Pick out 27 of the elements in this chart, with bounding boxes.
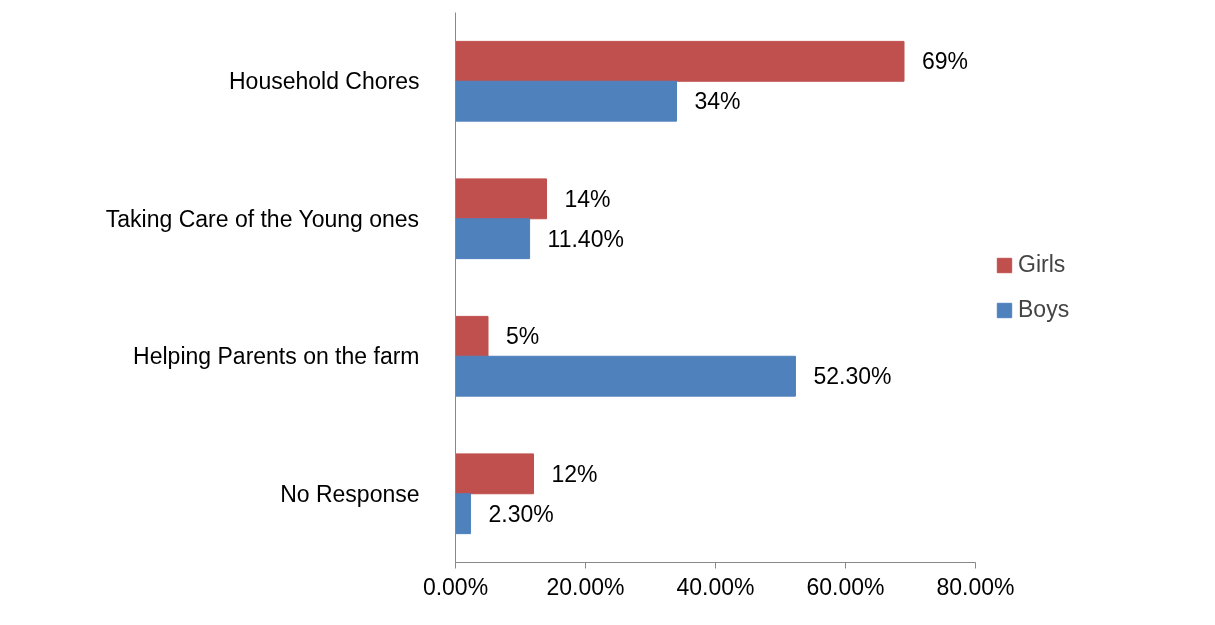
data-label: 2.30% xyxy=(488,500,554,527)
x-tick-label: 40.00% xyxy=(676,573,755,600)
data-label: 52.30% xyxy=(813,363,892,390)
y-tick-label: Helping Parents on the farm xyxy=(133,343,420,370)
y-tick-label: Taking Care of the Young ones xyxy=(105,205,420,232)
data-label: 34% xyxy=(694,88,741,115)
data-label: 5% xyxy=(506,323,540,350)
x-tick-label: 20.00% xyxy=(546,573,625,600)
x-tick-label: 60.00% xyxy=(806,573,885,600)
data-label: 14% xyxy=(564,185,611,212)
x-tick-label: 80.00% xyxy=(936,573,1015,600)
bar xyxy=(455,80,677,122)
bar xyxy=(455,315,489,357)
bar xyxy=(455,493,471,535)
data-label: 12% xyxy=(551,460,598,487)
data-label: 11.40% xyxy=(547,225,624,252)
y-tick-label: No Response xyxy=(280,480,420,507)
bar xyxy=(455,453,534,495)
legend-label: Boys xyxy=(1018,296,1070,323)
bar xyxy=(455,218,531,260)
bar xyxy=(455,355,796,397)
y-tick-label: Household Chores xyxy=(229,68,420,95)
legend-label: Girls xyxy=(1018,251,1066,278)
bar xyxy=(455,178,547,220)
bar xyxy=(455,40,905,82)
x-tick-label: 0.00% xyxy=(422,573,489,600)
data-label: 69% xyxy=(922,48,969,75)
